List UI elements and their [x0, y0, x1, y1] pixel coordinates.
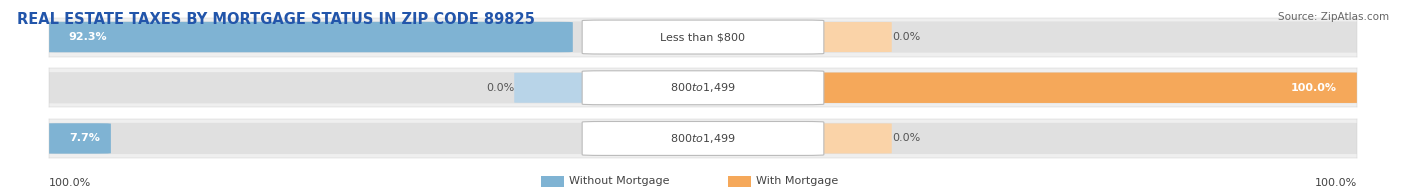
Text: Without Mortgage: Without Mortgage: [569, 176, 669, 186]
FancyBboxPatch shape: [30, 21, 1376, 53]
Text: 0.0%: 0.0%: [486, 83, 515, 93]
FancyBboxPatch shape: [42, 22, 572, 52]
Text: 0.0%: 0.0%: [891, 32, 920, 42]
Text: 0.0%: 0.0%: [891, 133, 920, 144]
FancyBboxPatch shape: [582, 71, 824, 105]
FancyBboxPatch shape: [792, 73, 1364, 103]
Text: 100.0%: 100.0%: [49, 178, 91, 188]
FancyBboxPatch shape: [30, 72, 1376, 103]
FancyBboxPatch shape: [582, 121, 824, 155]
FancyBboxPatch shape: [797, 22, 891, 52]
Text: 7.7%: 7.7%: [69, 133, 100, 144]
FancyBboxPatch shape: [582, 20, 824, 54]
Text: 92.3%: 92.3%: [69, 32, 107, 42]
FancyBboxPatch shape: [797, 123, 891, 153]
Text: Source: ZipAtlas.com: Source: ZipAtlas.com: [1278, 12, 1389, 22]
Text: REAL ESTATE TAXES BY MORTGAGE STATUS IN ZIP CODE 89825: REAL ESTATE TAXES BY MORTGAGE STATUS IN …: [17, 12, 534, 27]
FancyBboxPatch shape: [42, 123, 111, 154]
Text: $800 to $1,499: $800 to $1,499: [671, 132, 735, 145]
Text: With Mortgage: With Mortgage: [756, 176, 838, 186]
FancyBboxPatch shape: [515, 73, 609, 103]
Text: 100.0%: 100.0%: [1315, 178, 1357, 188]
Text: 100.0%: 100.0%: [1291, 83, 1337, 93]
Text: Less than $800: Less than $800: [661, 32, 745, 42]
Text: $800 to $1,499: $800 to $1,499: [671, 81, 735, 94]
FancyBboxPatch shape: [30, 123, 1376, 154]
